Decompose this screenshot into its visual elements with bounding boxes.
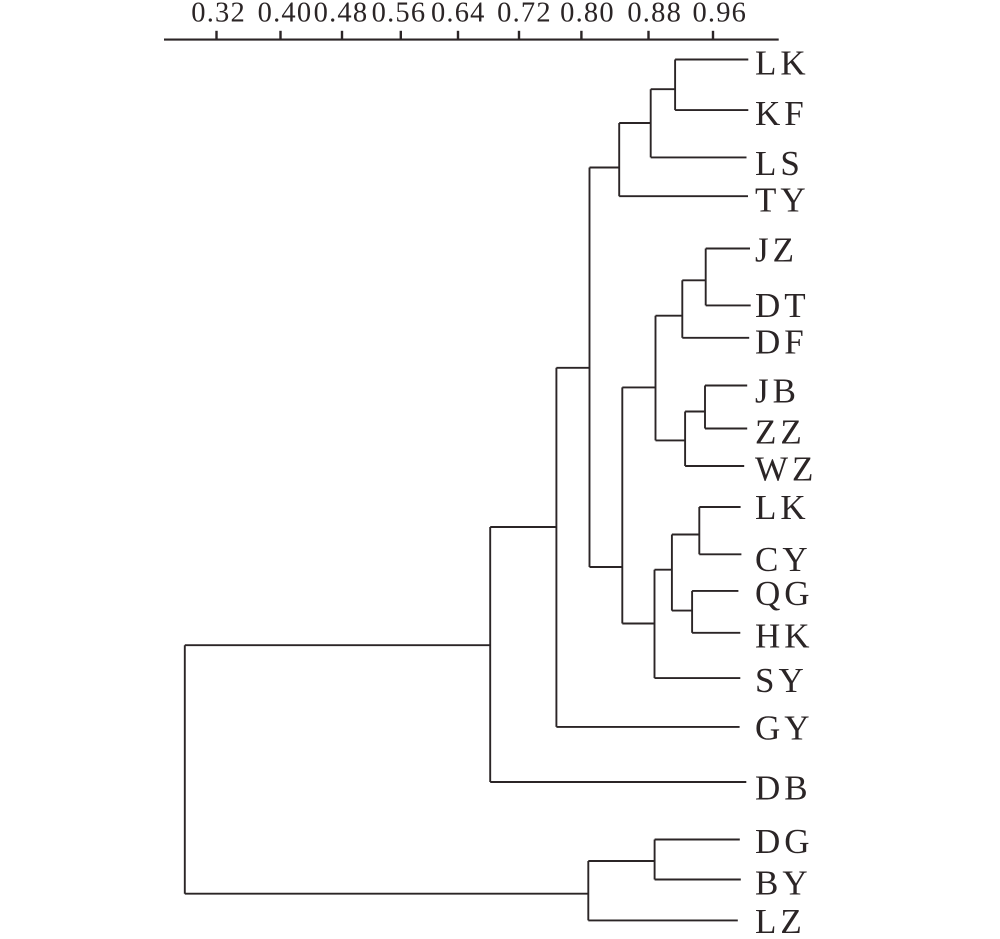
svg-text:DG: DG xyxy=(755,822,814,861)
svg-text:CY: CY xyxy=(755,540,812,579)
svg-text:JB: JB xyxy=(755,372,800,411)
svg-text:JZ: JZ xyxy=(755,230,798,269)
svg-text:DB: DB xyxy=(755,769,812,808)
svg-text:LS: LS xyxy=(755,144,804,183)
svg-text:LK: LK xyxy=(755,488,810,527)
svg-text:KF: KF xyxy=(755,94,808,133)
svg-text:LK: LK xyxy=(755,43,810,82)
svg-text:BY: BY xyxy=(755,864,812,903)
svg-text:HK: HK xyxy=(755,617,814,656)
svg-text:GY: GY xyxy=(755,709,814,748)
svg-text:0.88: 0.88 xyxy=(627,0,682,29)
svg-text:ZZ: ZZ xyxy=(755,413,806,452)
svg-text:DF: DF xyxy=(755,322,808,361)
svg-text:0.48: 0.48 xyxy=(314,0,369,29)
svg-text:QG: QG xyxy=(755,574,814,613)
svg-text:0.96: 0.96 xyxy=(692,0,747,29)
svg-text:0.32: 0.32 xyxy=(191,0,246,29)
svg-text:LZ: LZ xyxy=(755,902,806,934)
svg-text:0.64: 0.64 xyxy=(431,0,486,29)
svg-text:0.80: 0.80 xyxy=(560,0,615,29)
svg-text:0.56: 0.56 xyxy=(372,0,427,29)
svg-text:0.72: 0.72 xyxy=(497,0,552,29)
svg-text:SY: SY xyxy=(755,661,808,700)
svg-text:0.40: 0.40 xyxy=(258,0,313,29)
svg-text:WZ: WZ xyxy=(755,449,817,488)
svg-text:TY: TY xyxy=(755,180,810,219)
svg-text:DT: DT xyxy=(755,286,810,325)
